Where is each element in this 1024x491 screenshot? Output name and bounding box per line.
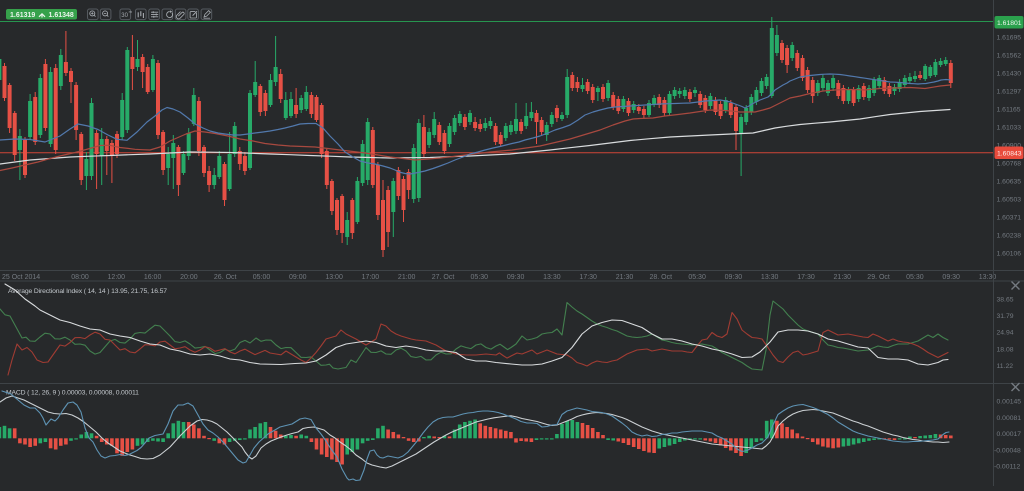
svg-text:31.79: 31.79 bbox=[997, 313, 1014, 320]
svg-text:1.61695: 1.61695 bbox=[997, 35, 1022, 42]
svg-text:38.65: 38.65 bbox=[997, 297, 1014, 304]
svg-text:16:00: 16:00 bbox=[144, 274, 162, 281]
svg-text:08:00: 08:00 bbox=[71, 274, 89, 281]
svg-text:13:30: 13:30 bbox=[543, 274, 561, 281]
svg-text:09:30: 09:30 bbox=[725, 274, 743, 281]
svg-text:18.08: 18.08 bbox=[997, 347, 1014, 354]
svg-text:09:30: 09:30 bbox=[942, 274, 960, 281]
svg-text:m: m bbox=[129, 9, 133, 14]
svg-text:13:30: 13:30 bbox=[979, 274, 997, 281]
svg-text:28. Oct: 28. Oct bbox=[650, 274, 673, 281]
svg-text:25 Oct 2014: 25 Oct 2014 bbox=[2, 274, 40, 281]
svg-text:1.61165: 1.61165 bbox=[997, 107, 1021, 114]
svg-text:05:30: 05:30 bbox=[906, 274, 924, 281]
svg-text:0.00145: 0.00145 bbox=[997, 399, 1022, 406]
svg-text:0.00081: 0.00081 bbox=[997, 415, 1022, 422]
svg-text:1.60503: 1.60503 bbox=[997, 197, 1022, 204]
svg-text:1.61801: 1.61801 bbox=[997, 20, 1022, 27]
svg-text:1.61348: 1.61348 bbox=[49, 12, 74, 19]
svg-text:17:30: 17:30 bbox=[579, 274, 597, 281]
svg-text:1.60843: 1.60843 bbox=[997, 151, 1022, 158]
svg-text:1.60238: 1.60238 bbox=[997, 233, 1022, 240]
svg-text:13:00: 13:00 bbox=[325, 274, 343, 281]
svg-text:05:30: 05:30 bbox=[688, 274, 706, 281]
svg-text:1.60371: 1.60371 bbox=[997, 215, 1022, 222]
svg-text:17:30: 17:30 bbox=[797, 274, 815, 281]
svg-text:11.22: 11.22 bbox=[997, 363, 1014, 370]
svg-text:1.61430: 1.61430 bbox=[997, 71, 1022, 78]
svg-text:MACD ( 12, 26, 9 ) 0.00003, 0.: MACD ( 12, 26, 9 ) 0.00003, 0.00008, 0.0… bbox=[6, 390, 139, 397]
svg-text:05:00: 05:00 bbox=[253, 274, 271, 281]
svg-text:09:00: 09:00 bbox=[289, 274, 307, 281]
svg-text:09:30: 09:30 bbox=[507, 274, 525, 281]
svg-text:-0.00048: -0.00048 bbox=[994, 447, 1021, 454]
svg-text:1.61033: 1.61033 bbox=[997, 125, 1022, 132]
svg-text:05:30: 05:30 bbox=[471, 274, 489, 281]
svg-text:1.61562: 1.61562 bbox=[997, 53, 1022, 60]
svg-text:0.00017: 0.00017 bbox=[997, 431, 1022, 438]
svg-text:12:00: 12:00 bbox=[108, 274, 126, 281]
svg-text:21:30: 21:30 bbox=[616, 274, 634, 281]
svg-text:Average Directional Index ( 14: Average Directional Index ( 14, 14 ) 13.… bbox=[8, 288, 167, 295]
svg-text:1.60106: 1.60106 bbox=[997, 251, 1022, 258]
svg-text:24.94: 24.94 bbox=[997, 330, 1014, 337]
svg-text:17:00: 17:00 bbox=[362, 274, 380, 281]
svg-text:1.61297: 1.61297 bbox=[997, 89, 1022, 96]
svg-text:21:00: 21:00 bbox=[398, 274, 416, 281]
svg-text:27. Oct: 27. Oct bbox=[432, 274, 455, 281]
svg-text:1.61319: 1.61319 bbox=[10, 12, 35, 19]
svg-text:26. Oct: 26. Oct bbox=[214, 274, 237, 281]
svg-text:13:30: 13:30 bbox=[761, 274, 779, 281]
svg-text:1.60900: 1.60900 bbox=[997, 143, 1022, 150]
svg-text:30: 30 bbox=[121, 13, 128, 19]
svg-text:1.60768: 1.60768 bbox=[997, 161, 1022, 168]
svg-text:-0.00112: -0.00112 bbox=[994, 464, 1021, 471]
svg-text:29. Oct: 29. Oct bbox=[867, 274, 890, 281]
svg-text:21:30: 21:30 bbox=[834, 274, 852, 281]
svg-text:1.60635: 1.60635 bbox=[997, 179, 1022, 186]
svg-text:20:00: 20:00 bbox=[180, 274, 198, 281]
